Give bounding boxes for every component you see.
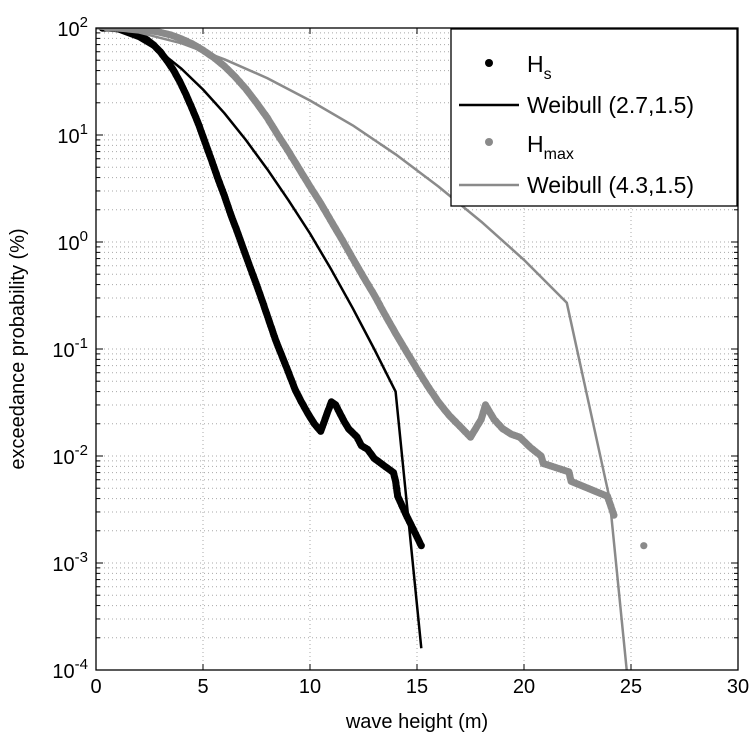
- data-point: [417, 542, 425, 550]
- x-tick-label: 5: [197, 676, 208, 698]
- series-3: [96, 28, 628, 670]
- legend-entry-hmax: Hmax: [485, 131, 574, 163]
- y-tick-label: 10-3: [52, 549, 88, 576]
- y-tick-label: 10-1: [52, 335, 88, 362]
- y-tick-label: 101: [57, 121, 88, 148]
- data-point: [640, 542, 648, 550]
- series-0: [98, 28, 425, 550]
- legend-entry-weibull-gray: Weibull (4.3,1.5): [459, 172, 694, 198]
- y-tick-label: 100: [57, 228, 88, 255]
- y-tick-label: 10-4: [52, 656, 88, 683]
- series-line: [96, 28, 423, 649]
- x-axis-title: wave height (m): [345, 711, 488, 733]
- legend-label-hmax: Hmax: [527, 131, 574, 163]
- y-tick-label: 102: [57, 14, 88, 41]
- x-tick-label: 25: [620, 676, 642, 698]
- x-tick-label: 10: [299, 676, 321, 698]
- legend-marker-hs: [485, 59, 493, 67]
- series-1: [96, 28, 423, 649]
- legend-box: [450, 28, 738, 207]
- legend-entry-weibull-black: Weibull (2.7,1.5): [459, 92, 694, 118]
- x-tick-label: 30: [727, 676, 749, 698]
- y-axis-title: exceedance probability (%): [7, 228, 29, 469]
- series-line: [96, 28, 628, 670]
- legend-marker-hmax: [485, 138, 493, 146]
- legend-label-weibull-gray: Weibull (4.3,1.5): [527, 172, 694, 198]
- series-2: [103, 28, 648, 550]
- data-layer: [96, 28, 648, 670]
- x-tick-label: 0: [90, 676, 101, 698]
- legend: Hs Weibull (2.7,1.5) Hmax Weibull (4.3,1…: [450, 28, 738, 207]
- y-tick-label: 10-2: [52, 442, 88, 469]
- legend-entry-hs: Hs: [485, 51, 552, 83]
- legend-label-hs: Hs: [527, 51, 552, 83]
- x-tick-label: 15: [406, 676, 428, 698]
- legend-label-weibull-black: Weibull (2.7,1.5): [527, 92, 694, 118]
- label-layer: 0 5 10 15 20 25 30 102 101 100 10-1 10-2 10-3 10-4: [52, 14, 749, 698]
- x-tick-label: 20: [513, 676, 535, 698]
